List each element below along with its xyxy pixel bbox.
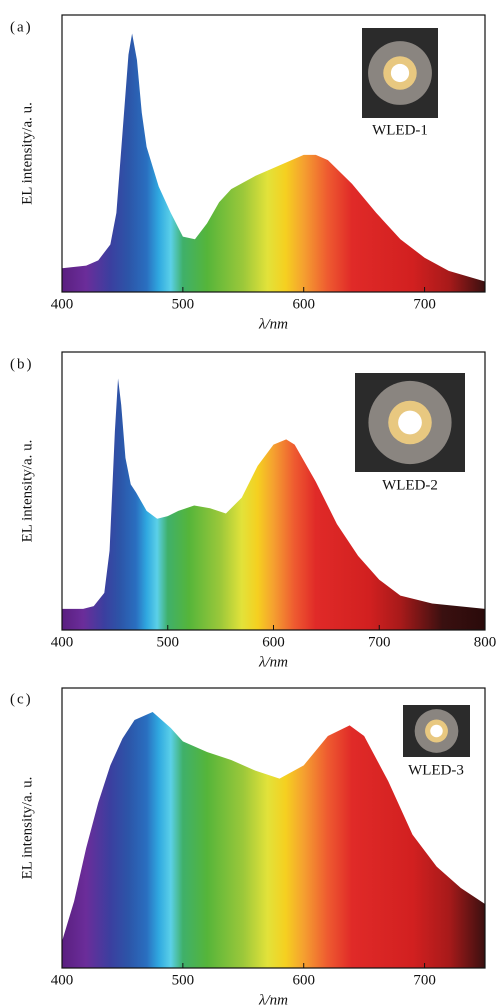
- y-axis-label: EL intensity/a. u.: [19, 777, 35, 880]
- x-tick-label: 400: [51, 972, 74, 988]
- x-tick-label: 500: [172, 296, 195, 312]
- photo-led: [398, 411, 422, 435]
- annotation: WLED-3: [408, 762, 464, 778]
- y-axis-label: EL intensity/a. u.: [19, 440, 35, 543]
- x-tick-label: 600: [292, 296, 315, 312]
- x-tick-label: 700: [413, 296, 436, 312]
- photo-led: [391, 64, 409, 82]
- x-tick-label: 600: [292, 972, 315, 988]
- annotation: WLED-2: [382, 477, 438, 493]
- panel-label: (a): [10, 19, 33, 35]
- figure: 400 500 600 700 λ/nm EL intensity/a. u. (a) WLE…: [0, 0, 503, 1007]
- x-tick-label: 400: [51, 296, 74, 312]
- x-axis-label: λ/nm: [258, 654, 288, 670]
- x-tick-label: 600: [262, 634, 285, 650]
- x-axis-label: λ/nm: [258, 316, 288, 332]
- x-axis-label: λ/nm: [258, 992, 288, 1007]
- panel-label: (b): [10, 356, 34, 372]
- x-tick-label: 400: [51, 634, 74, 650]
- photo-led: [430, 725, 442, 737]
- x-tick-label: 500: [157, 634, 180, 650]
- panel-label: (c): [10, 691, 33, 707]
- x-tick-label: 700: [413, 972, 436, 988]
- annotation: WLED-1: [372, 122, 428, 138]
- x-tick-label: 500: [172, 972, 195, 988]
- x-tick-label: 800: [474, 634, 497, 650]
- y-axis-label: EL intensity/a. u.: [19, 102, 35, 205]
- x-tick-label: 700: [368, 634, 391, 650]
